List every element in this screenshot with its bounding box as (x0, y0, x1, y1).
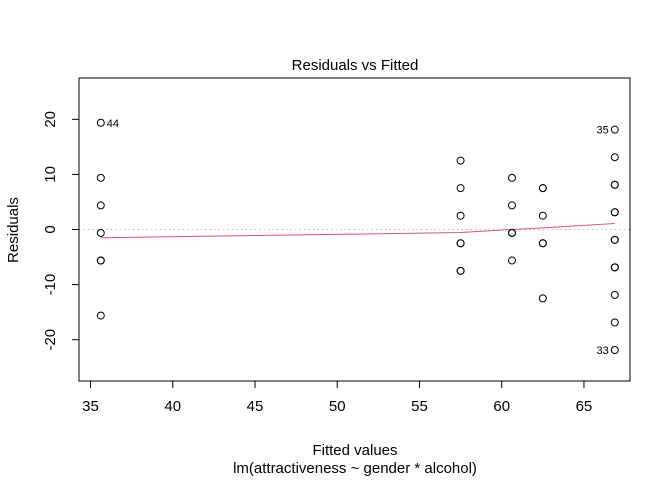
data-point (507, 256, 516, 265)
x-tick-label: 40 (164, 398, 181, 415)
data-point (507, 228, 516, 237)
chart-title: Residuals vs Fitted (292, 57, 419, 74)
data-point (610, 180, 619, 189)
point-label: 44 (107, 118, 119, 130)
y-tick-label: -10 (42, 274, 59, 296)
data-point (610, 208, 619, 217)
x-axis: 35 40 45 50 55 60 65 (82, 380, 593, 415)
y-tick-label: 0 (42, 225, 59, 233)
data-point (610, 290, 619, 299)
plot-area: 44 35 33 (78, 77, 631, 382)
data-point (538, 294, 547, 303)
data-point (96, 118, 105, 127)
points-group (96, 118, 619, 355)
data-point (610, 318, 619, 327)
data-point (538, 184, 547, 193)
data-point (610, 235, 619, 244)
data-point (96, 256, 105, 265)
data-point (610, 346, 619, 355)
y-axis-title: Residuals (5, 197, 22, 263)
data-point (456, 184, 465, 193)
y-axis: -20 -10 0 10 20 (42, 111, 80, 351)
data-point (96, 173, 105, 182)
point-labels-group: 44 35 33 (107, 118, 609, 357)
smooth-line (100, 222, 615, 239)
chart-subtitle: lm(attractiveness ~ gender * alcohol) (233, 460, 477, 477)
data-point (610, 125, 619, 134)
x-tick-label: 45 (247, 398, 264, 415)
data-point (538, 239, 547, 248)
data-point (507, 173, 516, 182)
smooth-line-group (100, 222, 615, 239)
data-point (538, 211, 547, 220)
data-point (96, 201, 105, 210)
data-point (456, 239, 465, 248)
data-point (610, 263, 619, 272)
x-tick-label: 55 (411, 398, 428, 415)
x-tick-label: 60 (493, 398, 510, 415)
x-axis-title: Fitted values (312, 442, 397, 459)
data-point (96, 311, 105, 320)
data-point (456, 156, 465, 165)
data-point (610, 153, 619, 162)
y-tick-label: -20 (42, 329, 59, 351)
data-point (507, 201, 516, 210)
data-point (456, 211, 465, 220)
data-point (96, 228, 105, 237)
y-tick-label: 10 (42, 166, 59, 183)
x-tick-label: 35 (82, 398, 99, 415)
y-tick-label: 20 (42, 111, 59, 128)
data-point (456, 266, 465, 275)
point-label: 35 (597, 125, 609, 137)
x-tick-label: 50 (329, 398, 346, 415)
x-tick-label: 65 (576, 398, 593, 415)
point-label: 33 (597, 345, 609, 357)
